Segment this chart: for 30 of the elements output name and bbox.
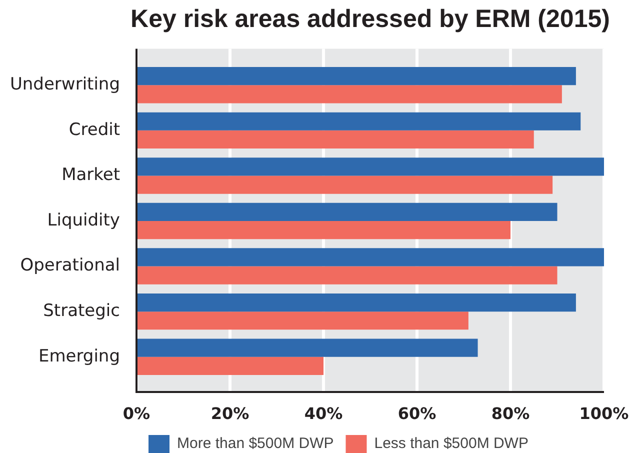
y-tick-label: Market [62,165,120,186]
bar [136,248,604,266]
bar [136,158,604,176]
bar [136,293,576,312]
x-tick-label: 0% [122,404,150,423]
x-tick-label: 60% [398,404,436,423]
y-tick-label: Credit [68,120,120,140]
bar [136,130,534,149]
bar [136,266,558,284]
y-tick-label: Strategic [43,300,120,321]
chart-title: Key risk areas addressed by ERM (2015) [130,4,611,34]
x-tick-label: 100% [579,404,629,423]
bar [136,85,562,104]
y-tick-label: Underwriting [10,74,120,95]
x-tick-label: 80% [491,404,530,423]
y-tick-label: Liquidity [47,210,120,230]
legend-label: More than $500M DWP [177,435,334,452]
y-tick-label: Emerging [38,346,120,366]
bar [136,312,468,330]
x-tick-label: 20% [210,404,250,423]
y-tick-label: Operational [20,256,120,276]
x-tick-label: 40% [304,404,343,423]
bar [136,176,553,194]
bar [136,221,510,240]
bar [136,356,324,375]
bar [136,67,576,86]
legend-label: Less than $500M DWP [374,435,528,452]
bar [136,202,558,221]
bar [136,338,478,357]
bar [136,112,581,130]
